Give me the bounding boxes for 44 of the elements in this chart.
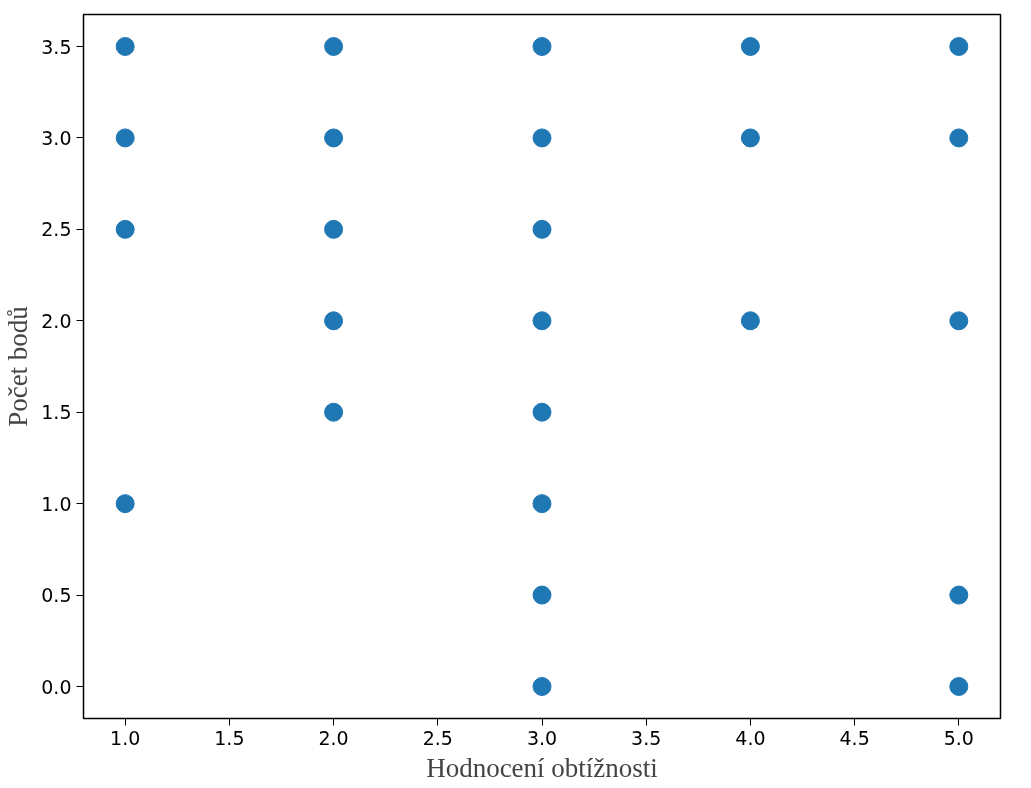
y-tick-label: 3.5	[41, 35, 72, 58]
x-tick-label: 1.5	[214, 726, 245, 749]
point	[115, 37, 135, 56]
point	[740, 37, 760, 56]
point	[532, 677, 552, 696]
point	[324, 128, 344, 148]
x-axis-title: Hodnocení obtížnosti	[426, 752, 658, 783]
point	[949, 37, 969, 56]
x-tick-label: 3.5	[631, 726, 662, 749]
point	[532, 128, 552, 148]
y-tick-label: 1.0	[41, 492, 72, 515]
x-tick-label: 4.5	[839, 726, 870, 749]
x-tick-label: 2.5	[422, 726, 453, 749]
point	[532, 402, 552, 422]
x-tick-label: 1.0	[110, 726, 141, 749]
point	[532, 494, 552, 514]
point	[740, 311, 760, 331]
x-tick-label: 2.0	[318, 726, 349, 749]
y-tick-label: 2.5	[41, 218, 72, 241]
y-tick-label: 2.0	[41, 309, 72, 332]
point	[324, 402, 344, 422]
point	[324, 311, 344, 331]
point	[740, 128, 760, 148]
point	[949, 311, 969, 331]
point	[949, 585, 969, 605]
point	[532, 585, 552, 605]
x-tick-label: 3.0	[526, 726, 558, 749]
point	[949, 677, 969, 696]
point	[532, 37, 552, 56]
point	[115, 494, 135, 514]
y-tick-label: 0.5	[41, 584, 72, 607]
point	[324, 37, 344, 56]
point	[532, 219, 552, 239]
point	[115, 219, 135, 239]
point	[949, 128, 969, 148]
point	[324, 219, 344, 239]
y-tick-label: 0.0	[41, 675, 72, 698]
y-tick-label: 3.0	[41, 126, 72, 149]
x-tick-label: 5.0	[943, 726, 974, 749]
y-tick-label: 1.5	[41, 401, 72, 424]
x-tick-label: 4.0	[735, 726, 766, 749]
y-axis-title: Počet bodů	[3, 305, 34, 427]
point	[532, 311, 552, 331]
point	[115, 128, 135, 148]
